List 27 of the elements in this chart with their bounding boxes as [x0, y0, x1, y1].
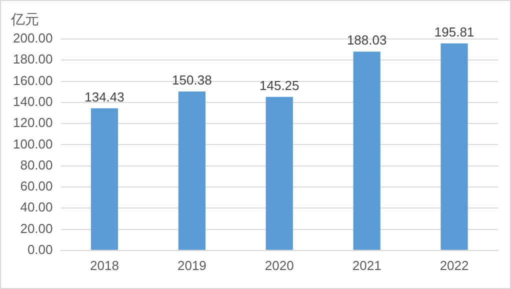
y-tick-label: 80.00	[20, 157, 53, 172]
x-tick-label: 2020	[264, 258, 294, 273]
data-label: 188.03	[346, 32, 387, 48]
x-tick-label: 2021	[352, 258, 382, 273]
y-tick-label: 120.00	[12, 115, 53, 130]
y-tick-label: 60.00	[20, 178, 53, 194]
y-tick-label: 180.00	[12, 52, 53, 67]
y-tick-label: 20.00	[20, 220, 53, 236]
y-tick-label: 200.00	[12, 30, 53, 46]
data-label: 134.43	[84, 89, 124, 104]
bar	[178, 91, 206, 250]
y-tick-label: 100.00	[12, 136, 53, 152]
y-tick-label: 40.00	[20, 200, 53, 215]
x-tick-label: 2018	[90, 258, 119, 273]
bar	[353, 52, 380, 250]
y-tick-label: 0.00	[27, 242, 53, 257]
data-label: 145.25	[260, 78, 300, 93]
bar	[266, 96, 293, 250]
bar	[440, 43, 468, 250]
bar	[90, 108, 118, 250]
y-tick-label: 160.00	[12, 72, 53, 88]
x-tick-label: 2022	[440, 258, 469, 273]
y-tick-label: 140.00	[12, 94, 53, 109]
x-tick-label: 2019	[177, 258, 206, 273]
data-label: 195.81	[434, 24, 474, 40]
y-axis-title: 亿元	[10, 10, 39, 27]
data-label: 150.38	[172, 72, 212, 88]
